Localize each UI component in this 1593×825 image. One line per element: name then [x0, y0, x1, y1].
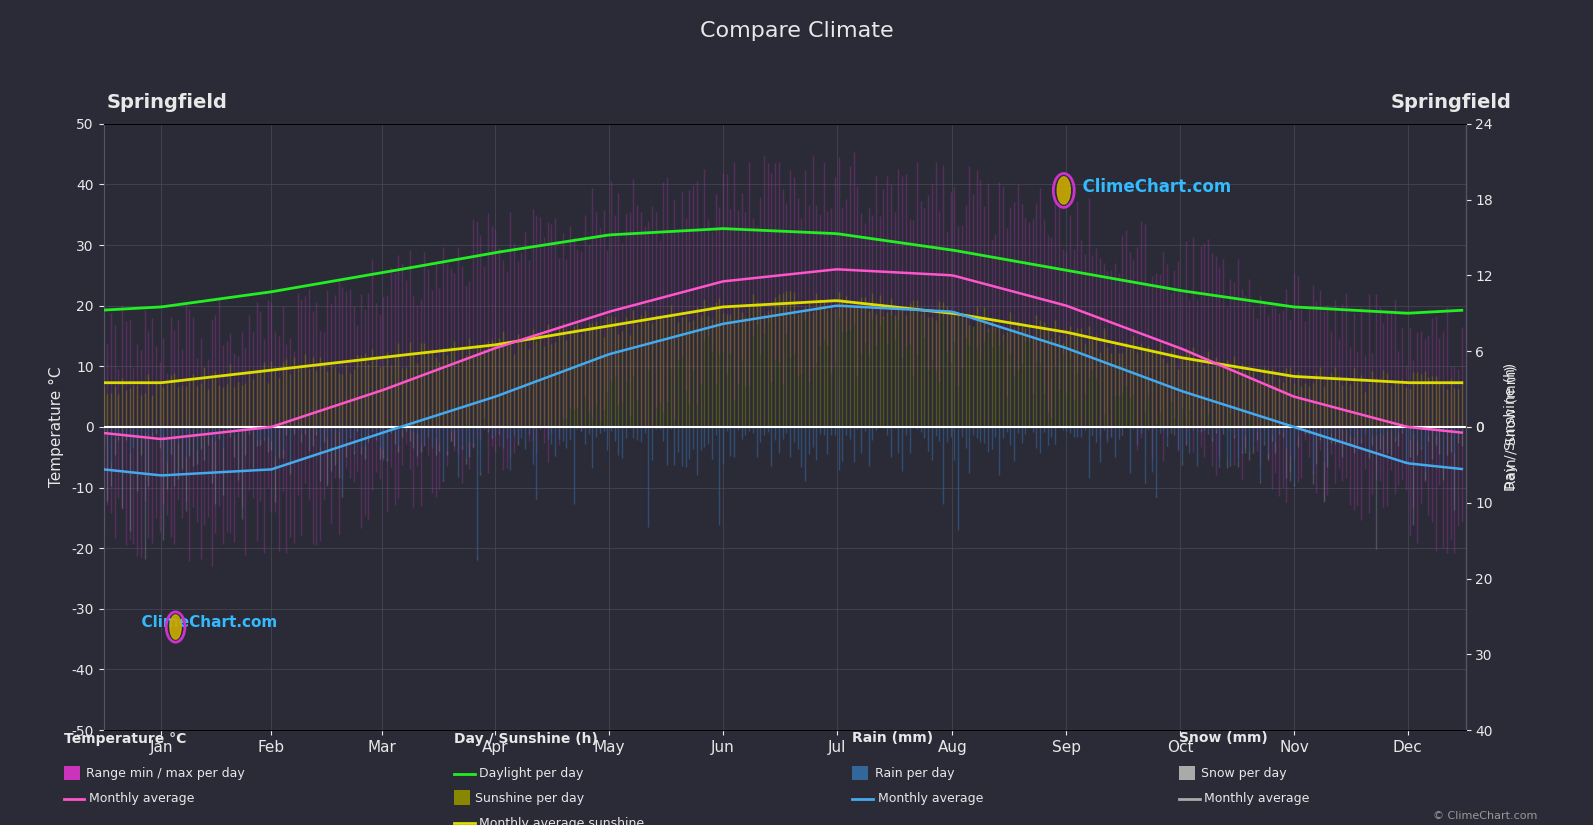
Text: Monthly average sunshine: Monthly average sunshine	[479, 817, 645, 825]
Ellipse shape	[170, 615, 182, 639]
Text: © ClimeChart.com: © ClimeChart.com	[1432, 811, 1537, 821]
Text: Springfield: Springfield	[1391, 92, 1512, 111]
Text: Rain per day: Rain per day	[875, 767, 954, 780]
Text: Daylight per day: Daylight per day	[479, 767, 585, 780]
Text: Range min / max per day: Range min / max per day	[86, 767, 245, 780]
Y-axis label: Day / Sunshine (h): Day / Sunshine (h)	[1504, 363, 1518, 491]
Text: Snow (mm): Snow (mm)	[1179, 732, 1268, 746]
Text: Monthly average: Monthly average	[878, 792, 983, 805]
Y-axis label: Rain / Snow (mm): Rain / Snow (mm)	[1504, 365, 1518, 488]
Text: Monthly average: Monthly average	[1204, 792, 1309, 805]
Ellipse shape	[1058, 177, 1070, 204]
Text: Rain (mm): Rain (mm)	[852, 732, 933, 746]
Y-axis label: Temperature °C: Temperature °C	[49, 366, 64, 488]
Text: Compare Climate: Compare Climate	[699, 21, 894, 40]
Text: Sunshine per day: Sunshine per day	[475, 792, 585, 805]
Text: Day / Sunshine (h): Day / Sunshine (h)	[454, 732, 597, 746]
Text: ClimeChart.com: ClimeChart.com	[131, 615, 277, 630]
Text: Snow per day: Snow per day	[1201, 767, 1287, 780]
Text: Temperature °C: Temperature °C	[64, 732, 186, 746]
Text: Monthly average: Monthly average	[89, 792, 194, 805]
Text: ClimeChart.com: ClimeChart.com	[1070, 178, 1231, 196]
Text: Springfield: Springfield	[107, 92, 228, 111]
